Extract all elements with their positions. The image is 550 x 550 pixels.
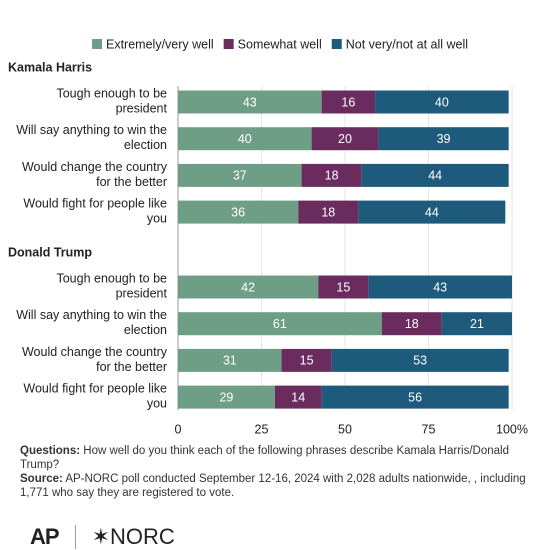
bar-segment [358, 200, 506, 224]
bar-segment [178, 348, 282, 372]
category-label: Will say anything to win the election [16, 123, 167, 152]
legend-label: Extremely/very well [106, 37, 214, 51]
data-label: 39 [437, 132, 451, 146]
bar-segment [274, 385, 322, 409]
group-title: Kamala Harris [8, 60, 92, 74]
bar-segment [378, 127, 509, 151]
data-label: 37 [233, 169, 247, 183]
data-label: 20 [338, 132, 352, 146]
data-label: 53 [413, 354, 427, 368]
x-tick-label: 75 [422, 422, 436, 436]
data-label: 18 [405, 317, 419, 331]
bar-segment [178, 385, 275, 409]
bar-segment [441, 312, 512, 336]
data-label: 44 [428, 169, 442, 183]
data-label: 61 [273, 317, 287, 331]
data-label: 56 [408, 390, 422, 404]
data-label: 40 [238, 132, 252, 146]
category-label: Tough enough to be president [56, 87, 167, 116]
legend-swatch [331, 39, 342, 49]
bar-segment [178, 312, 382, 336]
bar-segment [281, 348, 332, 372]
legend-swatch [92, 39, 102, 49]
data-label: 43 [243, 95, 257, 109]
bar-segment [368, 275, 512, 299]
data-label: 21 [470, 317, 484, 331]
data-label: 31 [223, 354, 237, 368]
source-note: Source: AP-NORC poll conducted September… [20, 472, 530, 500]
bar-segment [381, 312, 442, 336]
bar-segment [321, 385, 509, 409]
data-label: 18 [325, 169, 339, 183]
category-label: Would change the country for the better [22, 345, 168, 374]
logos: AP ✶ NORC [30, 524, 175, 550]
data-label: 15 [300, 354, 314, 368]
legend-swatch [223, 39, 234, 49]
logo-divider [74, 525, 76, 549]
bar-segment [178, 90, 322, 114]
bar-segment [318, 275, 369, 299]
norc-star: ✶ [91, 524, 110, 549]
category-label: Will say anything to win the election [16, 308, 167, 337]
footnotes: Questions: How well do you think each of… [20, 444, 530, 500]
bar-segment [361, 163, 509, 187]
source-label: Source: [20, 473, 63, 485]
data-label: 44 [425, 205, 439, 219]
data-label: 18 [321, 205, 335, 219]
data-label: 40 [435, 95, 449, 109]
chart: Extremely/very well Somewhat well Not very… [8, 37, 528, 436]
legend-label: Somewhat well [238, 37, 322, 51]
data-label: 43 [433, 280, 447, 294]
question-text: How well do you think each of the follow… [20, 445, 509, 471]
category-label: Would change the country for the better [22, 160, 168, 189]
x-tick-label: 25 [255, 422, 269, 436]
category-label: Would fight for people like you [23, 382, 167, 411]
ap-logo: AP [30, 524, 60, 549]
data-label: 16 [341, 95, 355, 109]
question-label: Questions: [20, 445, 81, 457]
bar-segment [375, 90, 509, 114]
source-text: AP-NORC poll conducted September 12-16, … [20, 473, 526, 499]
question-note: Questions: How well do you think each of… [20, 444, 530, 472]
data-label: 14 [291, 390, 305, 404]
data-label: 15 [336, 280, 350, 294]
legend-label: Not very/not at all well [346, 37, 468, 51]
x-tick-label: 50 [338, 422, 352, 436]
bar-segment [178, 200, 299, 224]
data-label: 42 [241, 280, 255, 294]
bar-segment [178, 275, 319, 299]
bar-segment [311, 127, 379, 151]
category-label: Would fight for people like you [23, 197, 167, 226]
bar-segment [301, 163, 362, 187]
x-tick-label: 100% [496, 422, 528, 436]
group-title: Donald Trump [8, 245, 92, 259]
bar-segment [178, 163, 302, 187]
bar-segment [298, 200, 359, 224]
bar-segment [178, 127, 312, 151]
x-tick-label: 0 [175, 422, 182, 436]
bar-segment [331, 348, 509, 372]
data-label: 36 [231, 205, 245, 219]
data-label: 29 [219, 390, 233, 404]
bar-segment [321, 90, 376, 114]
norc-logo: NORC [110, 524, 175, 549]
category-label: Tough enough to be president [56, 272, 167, 301]
